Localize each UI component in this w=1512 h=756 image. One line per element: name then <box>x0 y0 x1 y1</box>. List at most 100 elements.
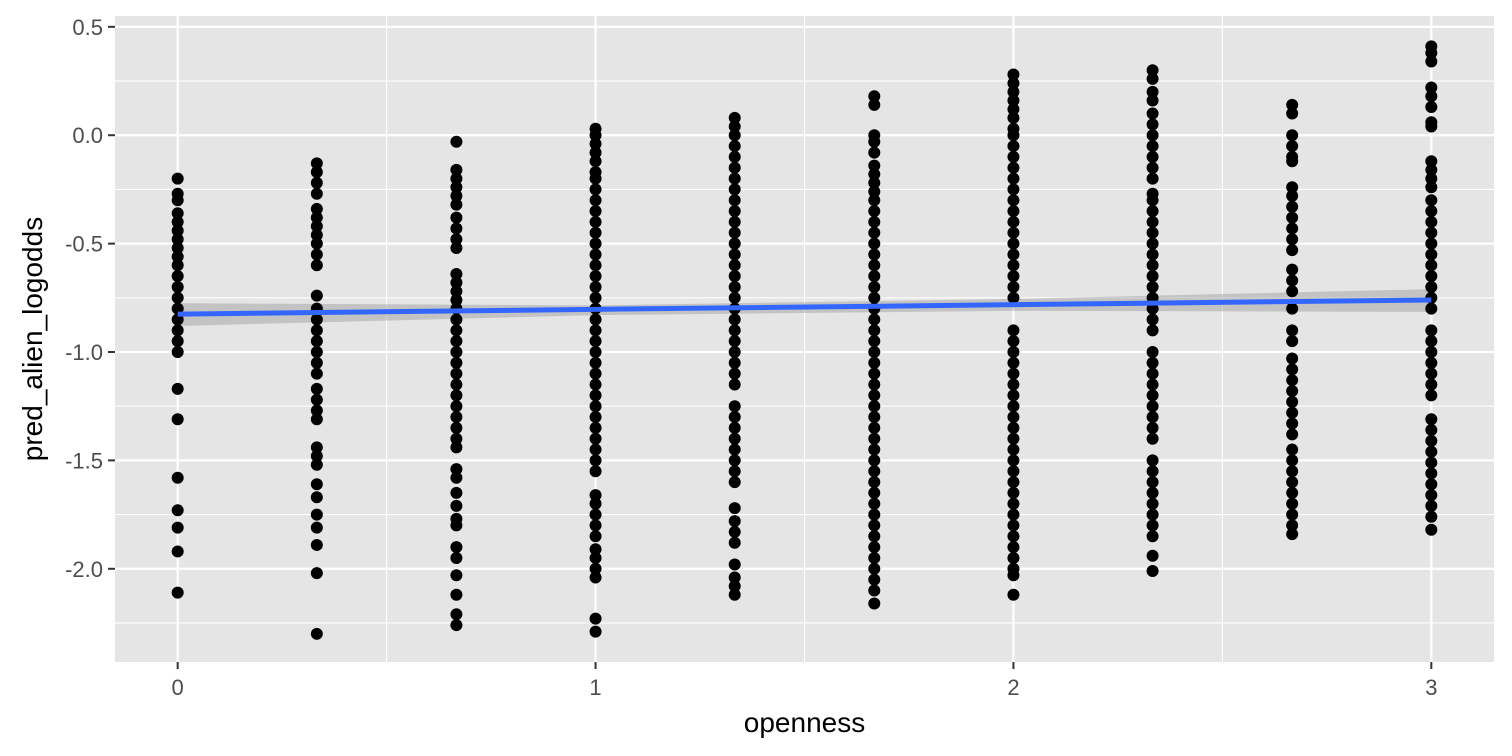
data-point <box>1007 400 1020 413</box>
data-point <box>1007 541 1020 554</box>
data-point <box>589 421 602 434</box>
data-point <box>310 356 323 369</box>
data-point <box>1007 172 1020 185</box>
data-point <box>1146 94 1159 107</box>
data-point <box>450 356 463 369</box>
data-point <box>589 129 602 142</box>
data-point <box>589 172 602 185</box>
data-point <box>589 497 602 510</box>
data-point <box>868 573 881 586</box>
data-point <box>1007 140 1020 153</box>
data-point <box>1425 456 1438 469</box>
data-point <box>171 270 184 283</box>
data-point <box>868 432 881 445</box>
data-point <box>310 313 323 326</box>
data-point <box>589 346 602 359</box>
data-point <box>1007 465 1020 478</box>
data-point <box>1007 421 1020 434</box>
data-point <box>310 157 323 170</box>
data-point <box>1425 81 1438 94</box>
data-point <box>310 289 323 302</box>
data-point <box>450 285 463 298</box>
data-point <box>450 471 463 484</box>
data-point <box>728 194 741 207</box>
data-point <box>1286 244 1299 257</box>
data-point <box>1146 367 1159 380</box>
data-point <box>589 137 602 150</box>
data-point <box>728 270 741 283</box>
data-point <box>310 478 323 491</box>
data-point <box>1146 248 1159 261</box>
data-point <box>728 346 741 359</box>
data-point <box>728 378 741 391</box>
data-point <box>728 172 741 185</box>
data-point <box>1425 389 1438 402</box>
data-point <box>1146 476 1159 489</box>
data-point <box>1146 356 1159 369</box>
data-point <box>1146 421 1159 434</box>
data-point <box>450 421 463 434</box>
data-point <box>1146 400 1159 413</box>
data-point <box>450 619 463 632</box>
data-point <box>310 237 323 250</box>
data-point <box>868 185 881 198</box>
data-point <box>868 443 881 456</box>
data-point <box>1007 486 1020 499</box>
data-point <box>1425 90 1438 103</box>
data-point <box>589 454 602 467</box>
data-point <box>1425 445 1438 458</box>
data-point <box>868 497 881 510</box>
data-point <box>450 441 463 454</box>
data-point <box>1286 385 1299 398</box>
data-point <box>310 441 323 454</box>
data-point <box>1425 499 1438 512</box>
data-point <box>450 411 463 424</box>
data-point <box>1286 233 1299 246</box>
data-point <box>1146 172 1159 185</box>
data-point <box>1146 486 1159 499</box>
data-point <box>1425 155 1438 168</box>
data-point <box>589 378 602 391</box>
data-point <box>728 502 741 515</box>
data-point <box>728 205 741 218</box>
data-point <box>1007 94 1020 107</box>
data-point <box>1425 346 1438 359</box>
data-point <box>1007 497 1020 510</box>
data-point <box>589 205 602 218</box>
data-point <box>1146 215 1159 228</box>
data-point <box>1286 476 1299 489</box>
data-point <box>728 150 741 163</box>
data-point <box>728 183 741 196</box>
data-point <box>868 159 881 172</box>
y-tick-label: 0.0 <box>72 123 103 148</box>
data-point <box>171 504 184 517</box>
data-point <box>728 237 741 250</box>
data-point <box>171 259 184 272</box>
data-point <box>450 367 463 380</box>
y-tick-label: -1.5 <box>65 448 103 473</box>
data-point <box>868 205 881 218</box>
data-point <box>310 508 323 521</box>
data-point <box>728 356 741 369</box>
data-point <box>171 194 184 207</box>
data-point <box>1425 194 1438 207</box>
data-point <box>1007 85 1020 98</box>
data-point <box>728 335 741 348</box>
data-point <box>450 389 463 402</box>
data-point <box>171 586 184 599</box>
data-point <box>589 215 602 228</box>
data-point <box>450 135 463 148</box>
data-point <box>1007 569 1020 582</box>
data-point <box>589 489 602 502</box>
data-point <box>868 226 881 239</box>
data-point <box>1007 346 1020 359</box>
data-point <box>589 356 602 369</box>
data-point <box>1146 150 1159 163</box>
data-point <box>1007 68 1020 81</box>
data-point <box>589 248 602 261</box>
data-point <box>450 463 463 476</box>
data-point <box>589 280 602 293</box>
data-point <box>728 111 741 124</box>
y-axis-title: pred_alien_logodds <box>17 217 48 461</box>
